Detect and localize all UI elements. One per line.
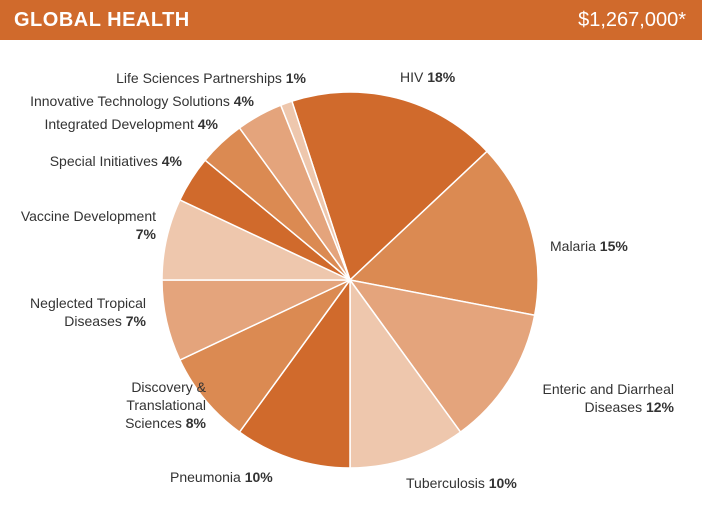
slice-label-life-sciences-partnerships: Life Sciences Partnerships 1%: [116, 70, 306, 86]
slice-percent: 4%: [230, 93, 255, 109]
slice-percent: 7%: [136, 226, 157, 242]
slice-label-integrated-development: Integrated Development 4%: [44, 116, 218, 132]
pie-slice-life-sciences-partnerships: [279, 100, 351, 281]
pie-slice-hiv: [290, 91, 489, 282]
pie-slice-discovery-and-translational-sciences: [178, 279, 351, 434]
slice-label-hiv: HIV 18%: [400, 69, 456, 85]
slice-percent: 1%: [282, 70, 307, 86]
pie-slice-tuberculosis: [349, 277, 462, 469]
slice-label-malaria: Malaria 15%: [550, 238, 628, 254]
pie-labels: HIV 18% Malaria 15% Enteric and Diarrheal D…: [21, 69, 675, 491]
chart-title: GLOBAL HEALTH: [14, 8, 190, 31]
slice-label-neglected-tropical-diseases: Neglected Tropical Diseases 7%: [30, 295, 147, 329]
slice-percent: 4%: [158, 153, 183, 169]
slice-label-special-initiatives: Special Initiatives 4%: [50, 153, 183, 169]
slice-label-enteric-and-diarrheal-diseases: Enteric and Diarrheal Diseases 12%: [542, 381, 674, 415]
header-bar: GLOBAL HEALTH $1,267,000*: [0, 0, 702, 40]
total-amount: $1,267,000*: [578, 8, 686, 31]
slice-percent: 8%: [182, 415, 207, 431]
pie-slice-pneumonia: [238, 277, 351, 469]
pie-slice-malaria: [348, 150, 539, 317]
slice-percent: 4%: [194, 116, 219, 132]
slice-label-vaccine-development: Vaccine Development 7%: [21, 208, 157, 242]
pie-chart: HIV 18% Malaria 15% Enteric and Diarrheal D…: [21, 69, 675, 491]
slice-percent: 12%: [642, 399, 674, 415]
slice-percent: 10%: [241, 469, 273, 485]
slice-label-pneumonia: Pneumonia 10%: [170, 469, 273, 485]
slice-percent: 15%: [596, 238, 628, 254]
pie-slice-enteric-and-diarrheal-diseases: [348, 278, 536, 434]
slice-percent: 18%: [423, 69, 455, 85]
slice-label-tuberculosis: Tuberculosis 10%: [406, 475, 517, 491]
slice-percent: 7%: [122, 313, 147, 329]
slice-label-innovative-technology-solutions: Innovative Technology Solutions 4%: [30, 93, 254, 109]
pie-slices: [161, 91, 539, 469]
slice-label-discovery-and-translational-sciences: Discovery & Translational Sciences 8%: [125, 379, 207, 431]
slice-percent: 10%: [485, 475, 517, 491]
